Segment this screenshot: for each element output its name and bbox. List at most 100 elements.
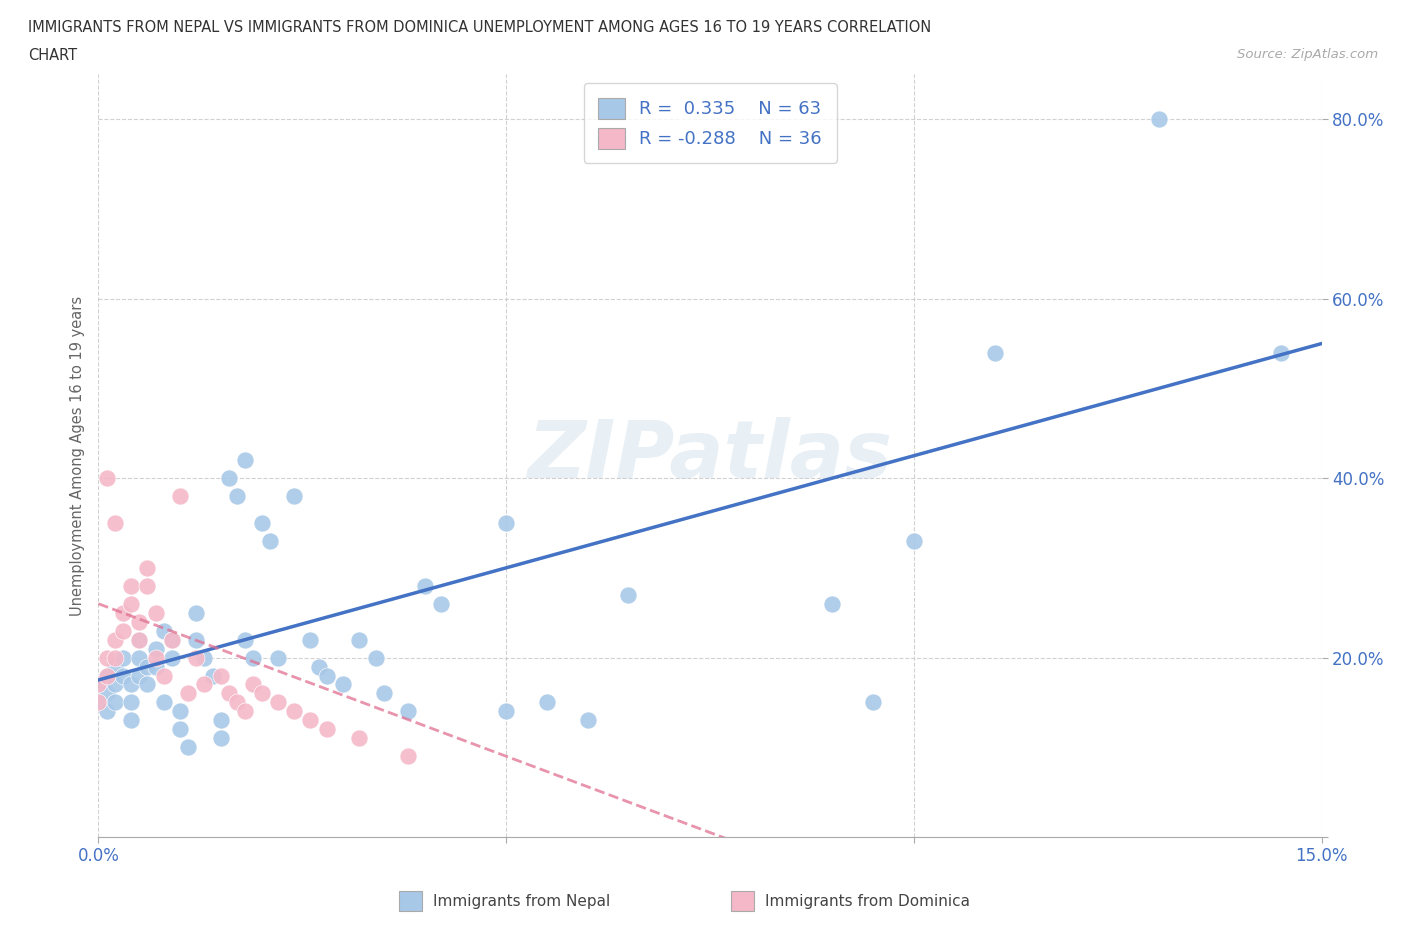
Point bbox=[209, 731, 232, 746]
Point bbox=[332, 677, 354, 692]
Point bbox=[120, 596, 142, 611]
Point bbox=[242, 677, 264, 692]
Point bbox=[186, 650, 208, 665]
Point bbox=[1147, 112, 1170, 126]
Point bbox=[104, 632, 127, 647]
Point bbox=[160, 632, 183, 647]
Point bbox=[87, 677, 110, 692]
Point bbox=[128, 632, 150, 647]
Point bbox=[128, 650, 150, 665]
Point bbox=[145, 605, 167, 620]
Point bbox=[821, 596, 844, 611]
Point bbox=[576, 713, 599, 728]
Point bbox=[233, 704, 256, 719]
Point bbox=[128, 614, 150, 629]
Text: CHART: CHART bbox=[28, 48, 77, 63]
Legend: R =  0.335    N = 63, R = -0.288    N = 36: R = 0.335 N = 63, R = -0.288 N = 36 bbox=[583, 84, 837, 163]
Point bbox=[152, 695, 174, 710]
Point bbox=[186, 605, 208, 620]
Point bbox=[413, 578, 436, 593]
Point bbox=[226, 695, 249, 710]
Point bbox=[226, 488, 249, 503]
Point bbox=[145, 650, 167, 665]
Point bbox=[373, 686, 395, 701]
Point bbox=[111, 668, 134, 683]
Point bbox=[177, 686, 200, 701]
Point bbox=[495, 704, 517, 719]
Point bbox=[152, 623, 174, 638]
Point bbox=[193, 677, 215, 692]
Point bbox=[160, 632, 183, 647]
Text: IMMIGRANTS FROM NEPAL VS IMMIGRANTS FROM DOMINICA UNEMPLOYMENT AMONG AGES 16 TO : IMMIGRANTS FROM NEPAL VS IMMIGRANTS FROM… bbox=[28, 20, 931, 35]
Text: Immigrants from Nepal: Immigrants from Nepal bbox=[433, 894, 610, 909]
Point bbox=[177, 740, 200, 755]
Point bbox=[169, 488, 191, 503]
Point bbox=[242, 650, 264, 665]
Point bbox=[299, 713, 322, 728]
Point bbox=[136, 578, 159, 593]
Point bbox=[536, 695, 558, 710]
Point bbox=[1270, 345, 1292, 360]
Point bbox=[169, 722, 191, 737]
Point bbox=[862, 695, 884, 710]
Text: ZIPatlas: ZIPatlas bbox=[527, 417, 893, 495]
Point bbox=[283, 488, 305, 503]
Point bbox=[430, 596, 453, 611]
Point bbox=[308, 659, 330, 674]
Point bbox=[136, 659, 159, 674]
Point bbox=[349, 632, 371, 647]
Point bbox=[903, 534, 925, 549]
Point bbox=[267, 695, 290, 710]
Point bbox=[128, 632, 150, 647]
Point bbox=[250, 686, 273, 701]
Point bbox=[104, 677, 127, 692]
Point bbox=[209, 713, 232, 728]
Point bbox=[315, 668, 337, 683]
Point bbox=[96, 471, 118, 485]
Point bbox=[259, 534, 281, 549]
Point bbox=[128, 668, 150, 683]
Point bbox=[218, 471, 240, 485]
Point bbox=[104, 515, 127, 530]
Point bbox=[315, 722, 337, 737]
Point bbox=[111, 623, 134, 638]
Point bbox=[96, 650, 118, 665]
Text: Source: ZipAtlas.com: Source: ZipAtlas.com bbox=[1237, 48, 1378, 61]
Point bbox=[87, 677, 110, 692]
Point bbox=[96, 668, 118, 683]
Y-axis label: Unemployment Among Ages 16 to 19 years: Unemployment Among Ages 16 to 19 years bbox=[69, 296, 84, 616]
Point bbox=[299, 632, 322, 647]
Point bbox=[111, 650, 134, 665]
Point bbox=[283, 704, 305, 719]
Point bbox=[396, 749, 419, 764]
Point bbox=[120, 695, 142, 710]
Point bbox=[193, 650, 215, 665]
Point bbox=[96, 704, 118, 719]
Point bbox=[364, 650, 387, 665]
Text: Immigrants from Dominica: Immigrants from Dominica bbox=[765, 894, 970, 909]
Point bbox=[111, 605, 134, 620]
Point bbox=[218, 686, 240, 701]
Point bbox=[136, 677, 159, 692]
Point bbox=[169, 704, 191, 719]
Point bbox=[152, 668, 174, 683]
Point bbox=[120, 578, 142, 593]
Point bbox=[87, 695, 110, 710]
Point bbox=[186, 632, 208, 647]
Point bbox=[984, 345, 1007, 360]
Point bbox=[617, 588, 640, 603]
Point bbox=[201, 668, 224, 683]
Point bbox=[145, 641, 167, 656]
Point bbox=[145, 659, 167, 674]
Point bbox=[349, 731, 371, 746]
Point bbox=[96, 686, 118, 701]
Point bbox=[233, 453, 256, 468]
Point bbox=[120, 677, 142, 692]
Point bbox=[160, 650, 183, 665]
Point bbox=[495, 515, 517, 530]
Point bbox=[250, 515, 273, 530]
Point bbox=[96, 668, 118, 683]
Point bbox=[87, 695, 110, 710]
Point bbox=[267, 650, 290, 665]
Point bbox=[104, 650, 127, 665]
